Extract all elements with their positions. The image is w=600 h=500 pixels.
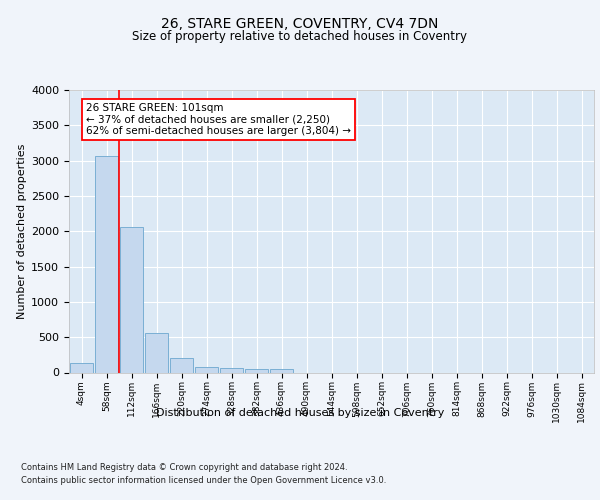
Text: Contains HM Land Registry data © Crown copyright and database right 2024.: Contains HM Land Registry data © Crown c… (21, 462, 347, 471)
Bar (220, 368, 244, 372)
Bar (95, 156, 118, 372)
Bar (245, 369, 268, 372)
Text: 26, STARE GREEN, COVENTRY, CV4 7DN: 26, STARE GREEN, COVENTRY, CV4 7DN (161, 18, 439, 32)
Text: Distribution of detached houses by size in Coventry: Distribution of detached houses by size … (156, 408, 444, 418)
Bar (194, 367, 218, 372)
Y-axis label: Number of detached properties: Number of detached properties (17, 144, 27, 319)
Bar (170, 358, 193, 372)
Text: 26 STARE GREEN: 101sqm
← 37% of detached houses are smaller (2,250)
62% of semi-: 26 STARE GREEN: 101sqm ← 37% of detached… (86, 102, 351, 136)
Text: Contains public sector information licensed under the Open Government Licence v3: Contains public sector information licen… (21, 476, 386, 485)
Bar (145, 333, 169, 372)
Bar (269, 369, 293, 372)
Bar (70, 362, 94, 372)
Text: Size of property relative to detached houses in Coventry: Size of property relative to detached ho… (133, 30, 467, 43)
Bar (119, 227, 143, 372)
